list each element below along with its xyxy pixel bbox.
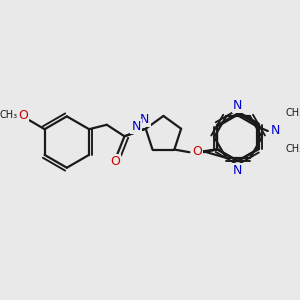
Text: CH₃: CH₃: [0, 110, 17, 120]
Text: N: N: [131, 120, 141, 133]
Text: N: N: [271, 124, 280, 137]
Text: O: O: [110, 155, 120, 169]
Text: N: N: [232, 164, 242, 177]
Text: CH₃: CH₃: [285, 144, 300, 154]
Text: N: N: [232, 99, 242, 112]
Text: CH₃: CH₃: [285, 108, 300, 118]
Text: O: O: [192, 145, 202, 158]
Text: O: O: [18, 109, 28, 122]
Text: N: N: [140, 113, 149, 126]
